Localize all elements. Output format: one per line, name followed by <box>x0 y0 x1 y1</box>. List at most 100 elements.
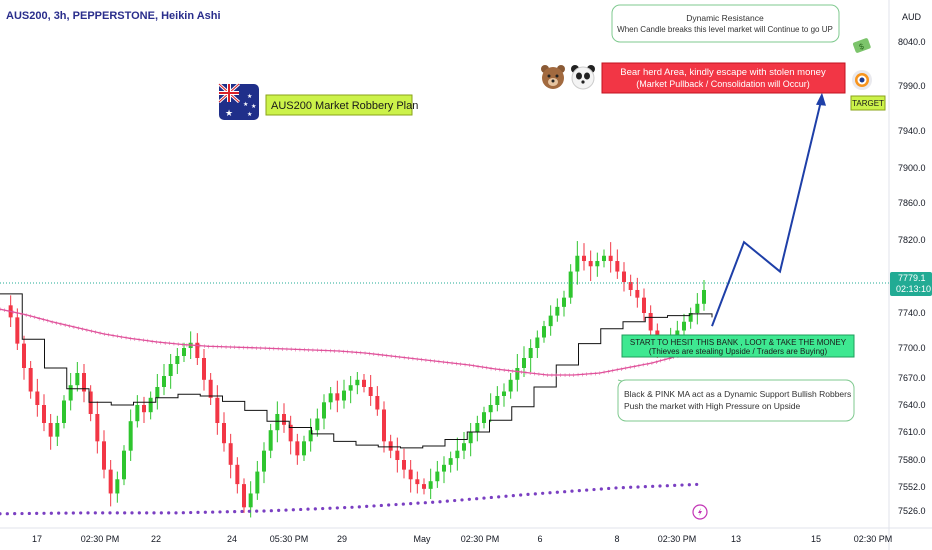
purple-ma-dot <box>673 483 677 487</box>
price-tick-label: 7552.0 <box>898 482 926 492</box>
candle-body <box>468 432 473 444</box>
candle-body <box>422 484 426 489</box>
pink-ma-marker: + <box>654 359 658 366</box>
price-tick-label: 7820.0 <box>898 235 926 245</box>
pink-ma-marker: + <box>159 340 163 347</box>
pink-ma-marker: + <box>341 349 345 356</box>
pink-ma-marker: + <box>367 351 371 358</box>
bear-herd-zone[interactable]: Bear herd Area, kindly escape with stole… <box>601 62 846 94</box>
pink-ma-marker: + <box>59 321 63 328</box>
pink-ma-marker: + <box>472 363 476 370</box>
pink-ma-marker: + <box>519 370 523 377</box>
pink-ma-marker: + <box>420 357 424 364</box>
candle-body <box>702 289 706 304</box>
candle-body <box>488 405 493 413</box>
purple-ma-dot <box>445 499 449 503</box>
pink-ma-marker: + <box>502 368 506 375</box>
pink-ma-marker: + <box>550 373 554 380</box>
candle-body <box>388 441 393 451</box>
pink-ma-marker: + <box>163 340 167 347</box>
pink-ma-marker: + <box>46 318 50 325</box>
purple-ma-dot <box>555 490 559 494</box>
purple-ma-dot <box>79 511 83 515</box>
candle-body <box>515 368 520 380</box>
svg-text:(Thieves are stealing Upside /: (Thieves are stealing Upside / Traders a… <box>649 347 828 356</box>
pink-ma-marker: + <box>602 370 606 377</box>
pink-ma-marker: + <box>137 337 141 344</box>
ma-callout[interactable]: Black & PINK MA act as a Dynamic Support… <box>617 379 855 422</box>
australia-flag-icon: ★ ★ ★ ★ ★ <box>217 82 259 120</box>
entry-zone[interactable]: START TO HESIT THIS BANK , LOOT & TAKE T… <box>621 334 855 358</box>
candle-body <box>22 343 26 368</box>
purple-ma-dot <box>35 511 39 515</box>
purple-ma-dot <box>387 503 391 507</box>
svg-text:AUS200 Market Robbery Plan: AUS200 Market Robbery Plan <box>271 100 418 112</box>
pink-ma-marker: + <box>585 372 589 379</box>
purple-ma-dot <box>335 506 339 510</box>
pink-ma-marker: + <box>598 371 602 378</box>
purple-ma-dot <box>71 511 75 515</box>
pink-ma-marker: + <box>415 357 419 364</box>
purple-ma-dot <box>159 511 163 515</box>
candle-body <box>155 387 160 398</box>
pink-ma-marker: + <box>606 369 610 376</box>
time-tick-label: 13 <box>731 534 741 544</box>
purple-ma-dot <box>372 504 376 508</box>
candle-body <box>482 412 486 423</box>
purple-ma-dot <box>504 494 508 498</box>
candle-body <box>428 481 433 489</box>
time-tick-label: 6 <box>537 534 542 544</box>
purple-ma-dot <box>467 497 471 501</box>
pink-ma-marker: + <box>259 346 263 353</box>
candle-body <box>342 390 346 401</box>
pink-ma-marker: + <box>11 309 15 316</box>
candle-body <box>615 261 620 272</box>
pink-ma-marker: + <box>228 344 232 351</box>
pink-ma-marker: + <box>398 355 402 362</box>
candle-body <box>242 484 246 508</box>
lightning-icon[interactable] <box>692 504 708 520</box>
pink-ma-marker: + <box>298 347 302 354</box>
plan-title-label[interactable]: AUS200 Market Robbery Plan <box>265 94 418 116</box>
candle-body <box>115 479 120 494</box>
purple-ma-dot <box>365 504 369 508</box>
candle-body <box>28 368 33 392</box>
currency-label: AUD <box>902 12 922 22</box>
candle-body <box>15 317 20 344</box>
pink-ma-marker: + <box>276 346 280 353</box>
candle-body <box>348 385 353 391</box>
candle-body <box>368 387 373 396</box>
purple-ma-dot <box>49 511 53 515</box>
target-label[interactable]: TARGET <box>850 95 886 111</box>
purple-ma-dot <box>20 511 24 516</box>
pink-ma-marker: + <box>650 361 654 368</box>
symbol-header: AUS200, 3h, PEPPERSTONE, Heikin Ashi <box>6 10 221 22</box>
time-tick-label: 02:30 PM <box>854 534 893 544</box>
purple-ma-dot <box>130 511 134 515</box>
resistance-callout[interactable]: Dynamic Resistance When Candle breaks th… <box>611 4 840 43</box>
pink-ma-marker: + <box>667 356 671 363</box>
candle-body <box>548 315 553 327</box>
purple-ma-dot <box>511 494 515 498</box>
candle-body <box>102 441 106 470</box>
purple-ma-dot <box>306 507 310 511</box>
candle-body <box>182 348 186 356</box>
candle-body <box>282 414 286 425</box>
pink-ma-marker: + <box>211 344 215 351</box>
purple-ma-dot <box>482 496 486 500</box>
pink-ma-marker: + <box>467 363 471 370</box>
pink-ma-marker: + <box>7 309 11 316</box>
purple-ma-dot <box>255 509 259 513</box>
projection-arrowhead <box>816 92 826 106</box>
time-tick-label: 17 <box>32 534 42 544</box>
purple-ma-dot <box>269 509 273 513</box>
purple-ma-dot <box>181 511 185 515</box>
pink-ma-marker: + <box>446 360 450 367</box>
pink-ma-marker: + <box>380 353 384 360</box>
candle-body <box>195 342 200 358</box>
pink-ma-marker: + <box>207 344 211 351</box>
pink-ma-marker: + <box>372 352 376 359</box>
pink-ma-marker: + <box>376 352 380 359</box>
candle-body <box>308 430 313 442</box>
